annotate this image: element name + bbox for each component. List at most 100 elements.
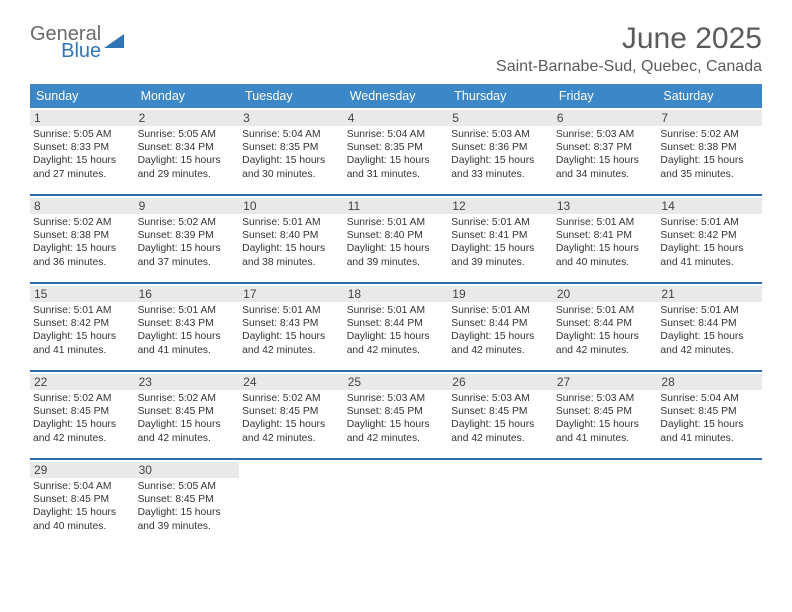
day-info: Sunrise: 5:02 AMSunset: 8:45 PMDaylight:… — [242, 392, 341, 445]
day-number: 27 — [553, 374, 658, 390]
day-info: Sunrise: 5:01 AMSunset: 8:42 PMDaylight:… — [660, 216, 759, 269]
day-number: 8 — [30, 198, 135, 214]
calendar-cell: 6 Sunrise: 5:03 AMSunset: 8:37 PMDaylight… — [553, 108, 658, 194]
logo-line2: Blue — [61, 40, 101, 62]
day-info: Sunrise: 5:02 AMSunset: 8:38 PMDaylight:… — [660, 128, 759, 181]
day-number: 14 — [657, 198, 762, 214]
calendar-cell: 10Sunrise: 5:01 AMSunset: 8:40 PMDayligh… — [239, 196, 344, 282]
day-info: Sunrise: 5:01 AMSunset: 8:41 PMDaylight:… — [451, 216, 550, 269]
calendar-cell: 21Sunrise: 5:01 AMSunset: 8:44 PMDayligh… — [657, 284, 762, 370]
calendar-cell-empty — [657, 460, 762, 546]
day-header-saturday: Saturday — [657, 84, 762, 108]
calendar-cell-empty — [239, 460, 344, 546]
calendar-cell: 24 Sunrise: 5:02 AMSunset: 8:45 PMDayligh… — [239, 372, 344, 458]
day-info: Sunrise: 5:05 AMSunset: 8:34 PMDaylight:… — [138, 128, 237, 181]
day-number: 20 — [553, 286, 658, 302]
calendar-cell: 22 Sunrise: 5:02 AMSunset: 8:45 PMDayligh… — [30, 372, 135, 458]
day-info: Sunrise: 5:02 AMSunset: 8:45 PMDaylight:… — [138, 392, 237, 445]
day-number: 18 — [344, 286, 449, 302]
day-number: 6 — [553, 110, 658, 126]
title-block: June 2025 Saint-Barnabe-Sud, Quebec, Can… — [496, 22, 762, 76]
day-info: Sunrise: 5:01 AMSunset: 8:44 PMDaylight:… — [451, 304, 550, 357]
day-number: 29 — [30, 462, 135, 478]
day-info: Sunrise: 5:01 AMSunset: 8:42 PMDaylight:… — [33, 304, 132, 357]
calendar-day-header: SundayMondayTuesdayWednesdayThursdayFrid… — [30, 84, 762, 108]
day-header-monday: Monday — [135, 84, 240, 108]
calendar-week: 8 Sunrise: 5:02 AMSunset: 8:38 PMDaylight… — [30, 196, 762, 284]
calendar-cell: 29 Sunrise: 5:04 AMSunset: 8:45 PMDayligh… — [30, 460, 135, 546]
calendar-cell: 8 Sunrise: 5:02 AMSunset: 8:38 PMDaylight… — [30, 196, 135, 282]
calendar-cell: 2 Sunrise: 5:05 AMSunset: 8:34 PMDaylight… — [135, 108, 240, 194]
calendar-cell: 15 Sunrise: 5:01 AMSunset: 8:42 PMDayligh… — [30, 284, 135, 370]
calendar-cell: 12 Sunrise: 5:01 AMSunset: 8:41 PMDayligh… — [448, 196, 553, 282]
header: General Blue June 2025 Saint-Barnabe-Sud… — [30, 22, 762, 76]
calendar-cell-empty — [553, 460, 658, 546]
calendar: SundayMondayTuesdayWednesdayThursdayFrid… — [30, 84, 762, 546]
calendar-week: 1 Sunrise: 5:05 AMSunset: 8:33 PMDaylight… — [30, 108, 762, 196]
day-info: Sunrise: 5:01 AMSunset: 8:43 PMDaylight:… — [138, 304, 237, 357]
calendar-cell: 14 Sunrise: 5:01 AMSunset: 8:42 PMDayligh… — [657, 196, 762, 282]
calendar-cell: 9 Sunrise: 5:02 AMSunset: 8:39 PMDaylight… — [135, 196, 240, 282]
day-number: 19 — [448, 286, 553, 302]
calendar-body: 1 Sunrise: 5:05 AMSunset: 8:33 PMDaylight… — [30, 108, 762, 546]
day-info: Sunrise: 5:02 AMSunset: 8:38 PMDaylight:… — [33, 216, 132, 269]
day-number: 21 — [657, 286, 762, 302]
day-info: Sunrise: 5:02 AMSunset: 8:39 PMDaylight:… — [138, 216, 237, 269]
day-number: 4 — [344, 110, 449, 126]
day-info: Sunrise: 5:03 AMSunset: 8:45 PMDaylight:… — [556, 392, 655, 445]
day-number: 9 — [135, 198, 240, 214]
calendar-cell: 3Sunrise: 5:04 AMSunset: 8:35 PMDaylight… — [239, 108, 344, 194]
calendar-cell: 16 Sunrise: 5:01 AMSunset: 8:43 PMDayligh… — [135, 284, 240, 370]
calendar-cell: 5 Sunrise: 5:03 AMSunset: 8:36 PMDaylight… — [448, 108, 553, 194]
day-info: Sunrise: 5:03 AMSunset: 8:37 PMDaylight:… — [556, 128, 655, 181]
day-header-sunday: Sunday — [30, 84, 135, 108]
calendar-cell: 19 Sunrise: 5:01 AMSunset: 8:44 PMDayligh… — [448, 284, 553, 370]
location: Saint-Barnabe-Sud, Quebec, Canada — [496, 58, 762, 76]
day-number: 1 — [30, 110, 135, 126]
day-number: 7 — [657, 110, 762, 126]
day-info: Sunrise: 5:02 AMSunset: 8:45 PMDaylight:… — [33, 392, 132, 445]
day-number: 23 — [135, 374, 240, 390]
calendar-cell: 20 Sunrise: 5:01 AMSunset: 8:44 PMDayligh… — [553, 284, 658, 370]
calendar-cell: 28Sunrise: 5:04 AMSunset: 8:45 PMDayligh… — [657, 372, 762, 458]
calendar-cell: 13 Sunrise: 5:01 AMSunset: 8:41 PMDayligh… — [553, 196, 658, 282]
calendar-cell: 11Sunrise: 5:01 AMSunset: 8:40 PMDayligh… — [344, 196, 449, 282]
day-number: 10 — [239, 198, 344, 214]
day-header-thursday: Thursday — [448, 84, 553, 108]
day-header-friday: Friday — [553, 84, 658, 108]
day-number: 13 — [553, 198, 658, 214]
day-number: 12 — [448, 198, 553, 214]
day-info: Sunrise: 5:04 AMSunset: 8:35 PMDaylight:… — [347, 128, 446, 181]
day-info: Sunrise: 5:01 AMSunset: 8:44 PMDaylight:… — [347, 304, 446, 357]
day-number: 2 — [135, 110, 240, 126]
day-number: 15 — [30, 286, 135, 302]
day-info: Sunrise: 5:04 AMSunset: 8:45 PMDaylight:… — [33, 480, 132, 533]
day-number: 22 — [30, 374, 135, 390]
calendar-cell: 1 Sunrise: 5:05 AMSunset: 8:33 PMDaylight… — [30, 108, 135, 194]
day-number: 25 — [344, 374, 449, 390]
calendar-week: 29 Sunrise: 5:04 AMSunset: 8:45 PMDayligh… — [30, 460, 762, 546]
logo: General Blue — [30, 22, 126, 60]
calendar-cell: 25Sunrise: 5:03 AMSunset: 8:45 PMDayligh… — [344, 372, 449, 458]
day-info: Sunrise: 5:01 AMSunset: 8:41 PMDaylight:… — [556, 216, 655, 269]
calendar-week: 22Sunrise: 5:02 AMSunset: 8:45 PMDayligh… — [30, 372, 762, 460]
day-number: 5 — [448, 110, 553, 126]
calendar-cell-empty — [448, 460, 553, 546]
day-header-wednesday: Wednesday — [344, 84, 449, 108]
calendar-cell: 4 Sunrise: 5:04 AMSunset: 8:35 PMDaylight… — [344, 108, 449, 194]
calendar-cell: 7 Sunrise: 5:02 AMSunset: 8:38 PMDaylight… — [657, 108, 762, 194]
day-number: 30 — [135, 462, 240, 478]
calendar-cell: 17 Sunrise: 5:01 AMSunset: 8:43 PMDayligh… — [239, 284, 344, 370]
month-title: June 2025 — [496, 22, 762, 56]
day-number: 16 — [135, 286, 240, 302]
day-info: Sunrise: 5:01 AMSunset: 8:44 PMDaylight:… — [556, 304, 655, 357]
day-info: Sunrise: 5:05 AMSunset: 8:33 PMDaylight:… — [33, 128, 132, 181]
day-number: 26 — [448, 374, 553, 390]
day-number: 3 — [239, 110, 344, 126]
day-number: 24 — [239, 374, 344, 390]
calendar-cell-empty — [344, 460, 449, 546]
day-info: Sunrise: 5:04 AMSunset: 8:45 PMDaylight:… — [660, 392, 759, 445]
day-info: Sunrise: 5:03 AMSunset: 8:36 PMDaylight:… — [451, 128, 550, 181]
day-info: Sunrise: 5:01 AMSunset: 8:43 PMDaylight:… — [242, 304, 341, 357]
day-number: 17 — [239, 286, 344, 302]
